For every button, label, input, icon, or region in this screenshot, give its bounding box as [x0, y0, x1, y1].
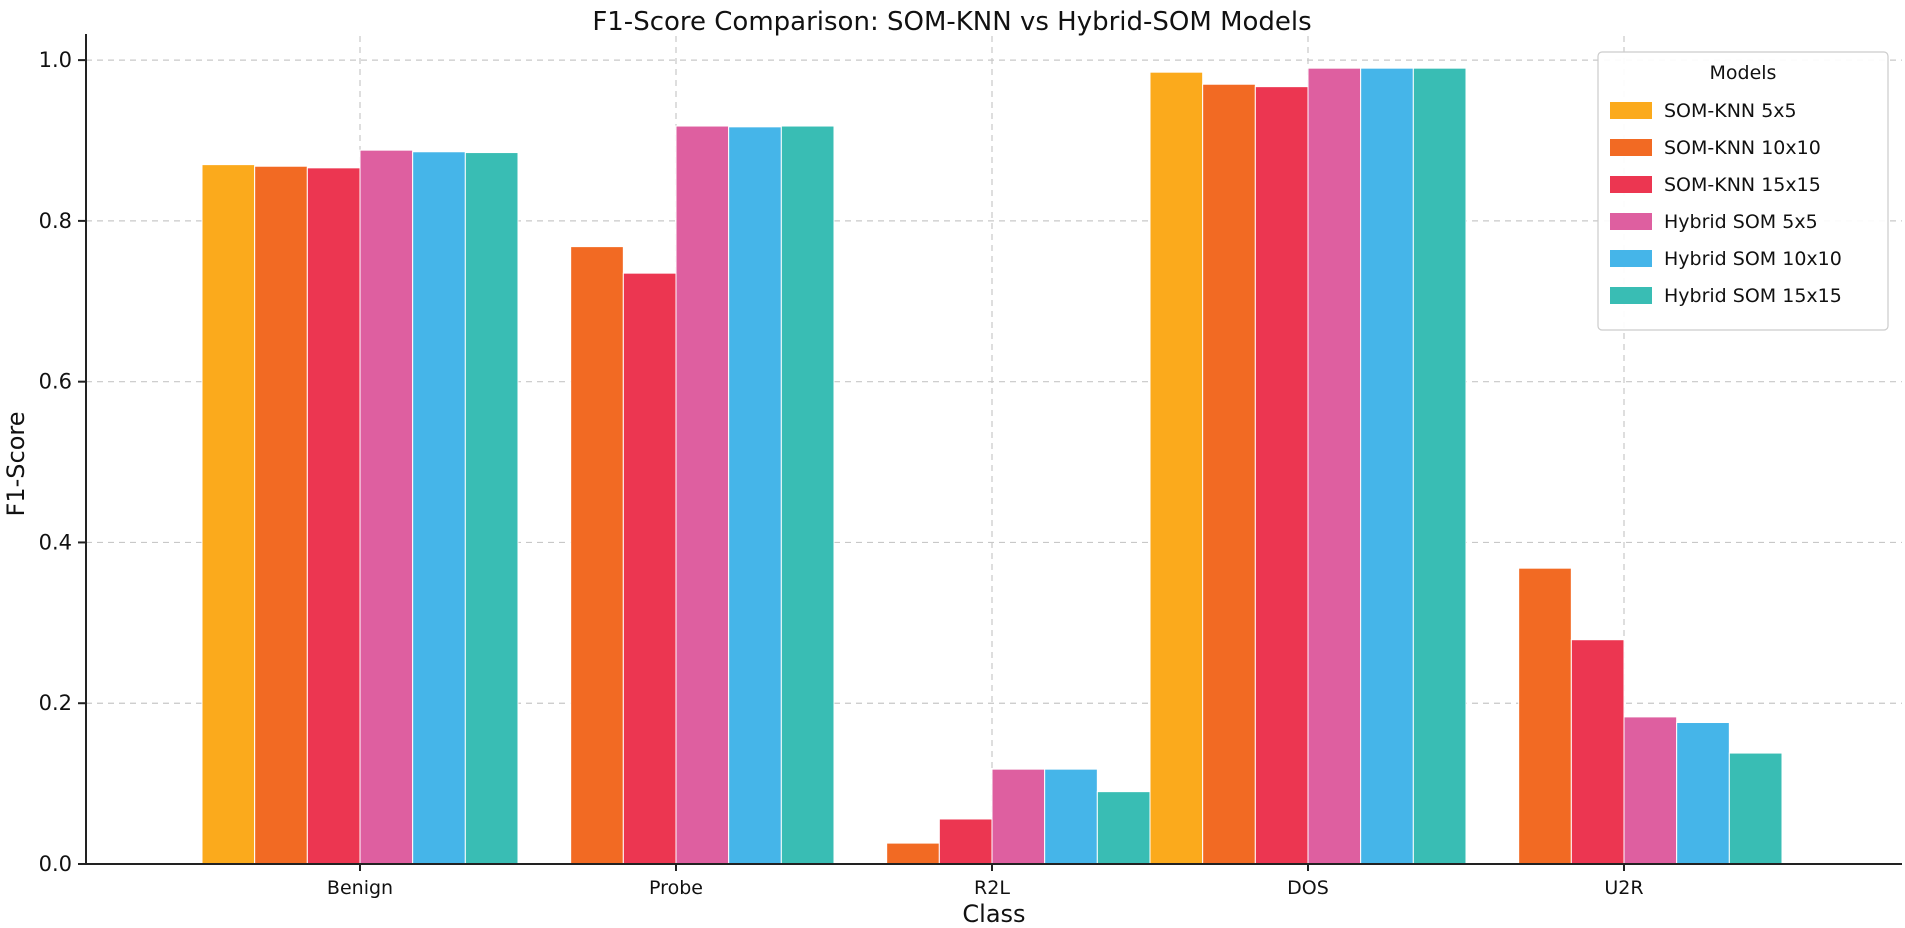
bar-som-knn-15x15-probe [622, 272, 677, 865]
bar-som-knn-15x15-benign [306, 167, 361, 865]
chart-title: F1-Score Comparison: SOM-KNN vs Hybrid-S… [592, 7, 1311, 37]
legend: Models SOM-KNN 5x5 SOM-KNN 10x10 SOM-KNN 15… [1597, 51, 1889, 331]
legend-box [1597, 51, 1889, 331]
bar-hybrid-som-5x5-u2r [1623, 716, 1678, 865]
bar-hybrid-som-10x10-u2r [1676, 722, 1730, 865]
x-tick-label: R2L [974, 877, 1010, 899]
bar-hybrid-som-10x10-benign [412, 151, 466, 865]
y-tick-label: 0.8 [39, 209, 72, 233]
legend-entry: SOM-KNN 10x10 [1664, 137, 1821, 159]
y-tick-label: 0.0 [39, 852, 72, 876]
legend-entry: Hybrid SOM 5x5 [1664, 211, 1818, 233]
bar-hybrid-som-15x15-r2l [1096, 791, 1151, 865]
bar-hybrid-som-15x15-probe [780, 125, 835, 865]
legend-entry: SOM-KNN 15x15 [1664, 174, 1821, 196]
bar-hybrid-som-5x5-probe [675, 125, 730, 865]
legend-entry: Hybrid SOM 15x15 [1664, 285, 1842, 307]
bar-hybrid-som-5x5-r2l [991, 768, 1046, 865]
bar-som-knn-15x15-u2r [1570, 639, 1625, 865]
y-tick-label: 0.6 [39, 370, 72, 394]
legend-swatch [1610, 176, 1652, 193]
bar-hybrid-som-15x15-dos [1412, 67, 1467, 865]
x-tick-label: Benign [327, 877, 393, 899]
bar-som-knn-15x15-dos [1254, 86, 1309, 865]
y-tick-label: 0.2 [39, 691, 72, 715]
x-axis-label: Class [962, 900, 1025, 928]
bar-som-knn-5x5-benign [201, 164, 256, 865]
legend-swatch [1610, 287, 1652, 304]
x-tick-label: DOS [1287, 877, 1329, 899]
axes-layer: 0.0 0.2 0.4 0.6 0.8 1.0 Benign Probe R2L DOS U2R [39, 34, 1902, 899]
bar-hybrid-som-5x5-benign [359, 149, 414, 865]
x-tick-label: U2R [1604, 877, 1643, 899]
bar-som-knn-10x10-benign [254, 165, 308, 865]
bar-hybrid-som-5x5-dos [1307, 67, 1362, 865]
legend-swatch [1610, 139, 1652, 156]
bar-som-knn-10x10-u2r [1518, 567, 1572, 865]
bar-hybrid-som-15x15-benign [464, 152, 519, 865]
legend-swatch [1610, 102, 1652, 119]
bar-som-knn-10x10-probe [570, 246, 624, 865]
bar-som-knn-10x10-dos [1202, 83, 1256, 865]
legend-title: Models [1710, 62, 1777, 84]
legend-swatch [1610, 213, 1652, 230]
bar-hybrid-som-10x10-r2l [1044, 768, 1098, 865]
bar-hybrid-som-15x15-u2r [1728, 752, 1783, 865]
bar-som-knn-10x10-r2l [886, 842, 940, 865]
bar-hybrid-som-10x10-probe [728, 126, 782, 865]
legend-entry: Hybrid SOM 10x10 [1664, 248, 1842, 270]
y-tick-label: 0.4 [39, 530, 72, 554]
bar-som-knn-5x5-dos [1149, 71, 1204, 865]
y-tick-label: 1.0 [39, 48, 72, 72]
y-axis-label: F1-Score [2, 412, 30, 517]
x-tick-label: Probe [649, 877, 703, 899]
bars-layer [201, 67, 1783, 865]
bar-som-knn-15x15-r2l [938, 818, 993, 865]
legend-entry: SOM-KNN 5x5 [1664, 100, 1797, 122]
legend-swatch [1610, 250, 1652, 267]
bar-hybrid-som-10x10-dos [1360, 67, 1414, 865]
